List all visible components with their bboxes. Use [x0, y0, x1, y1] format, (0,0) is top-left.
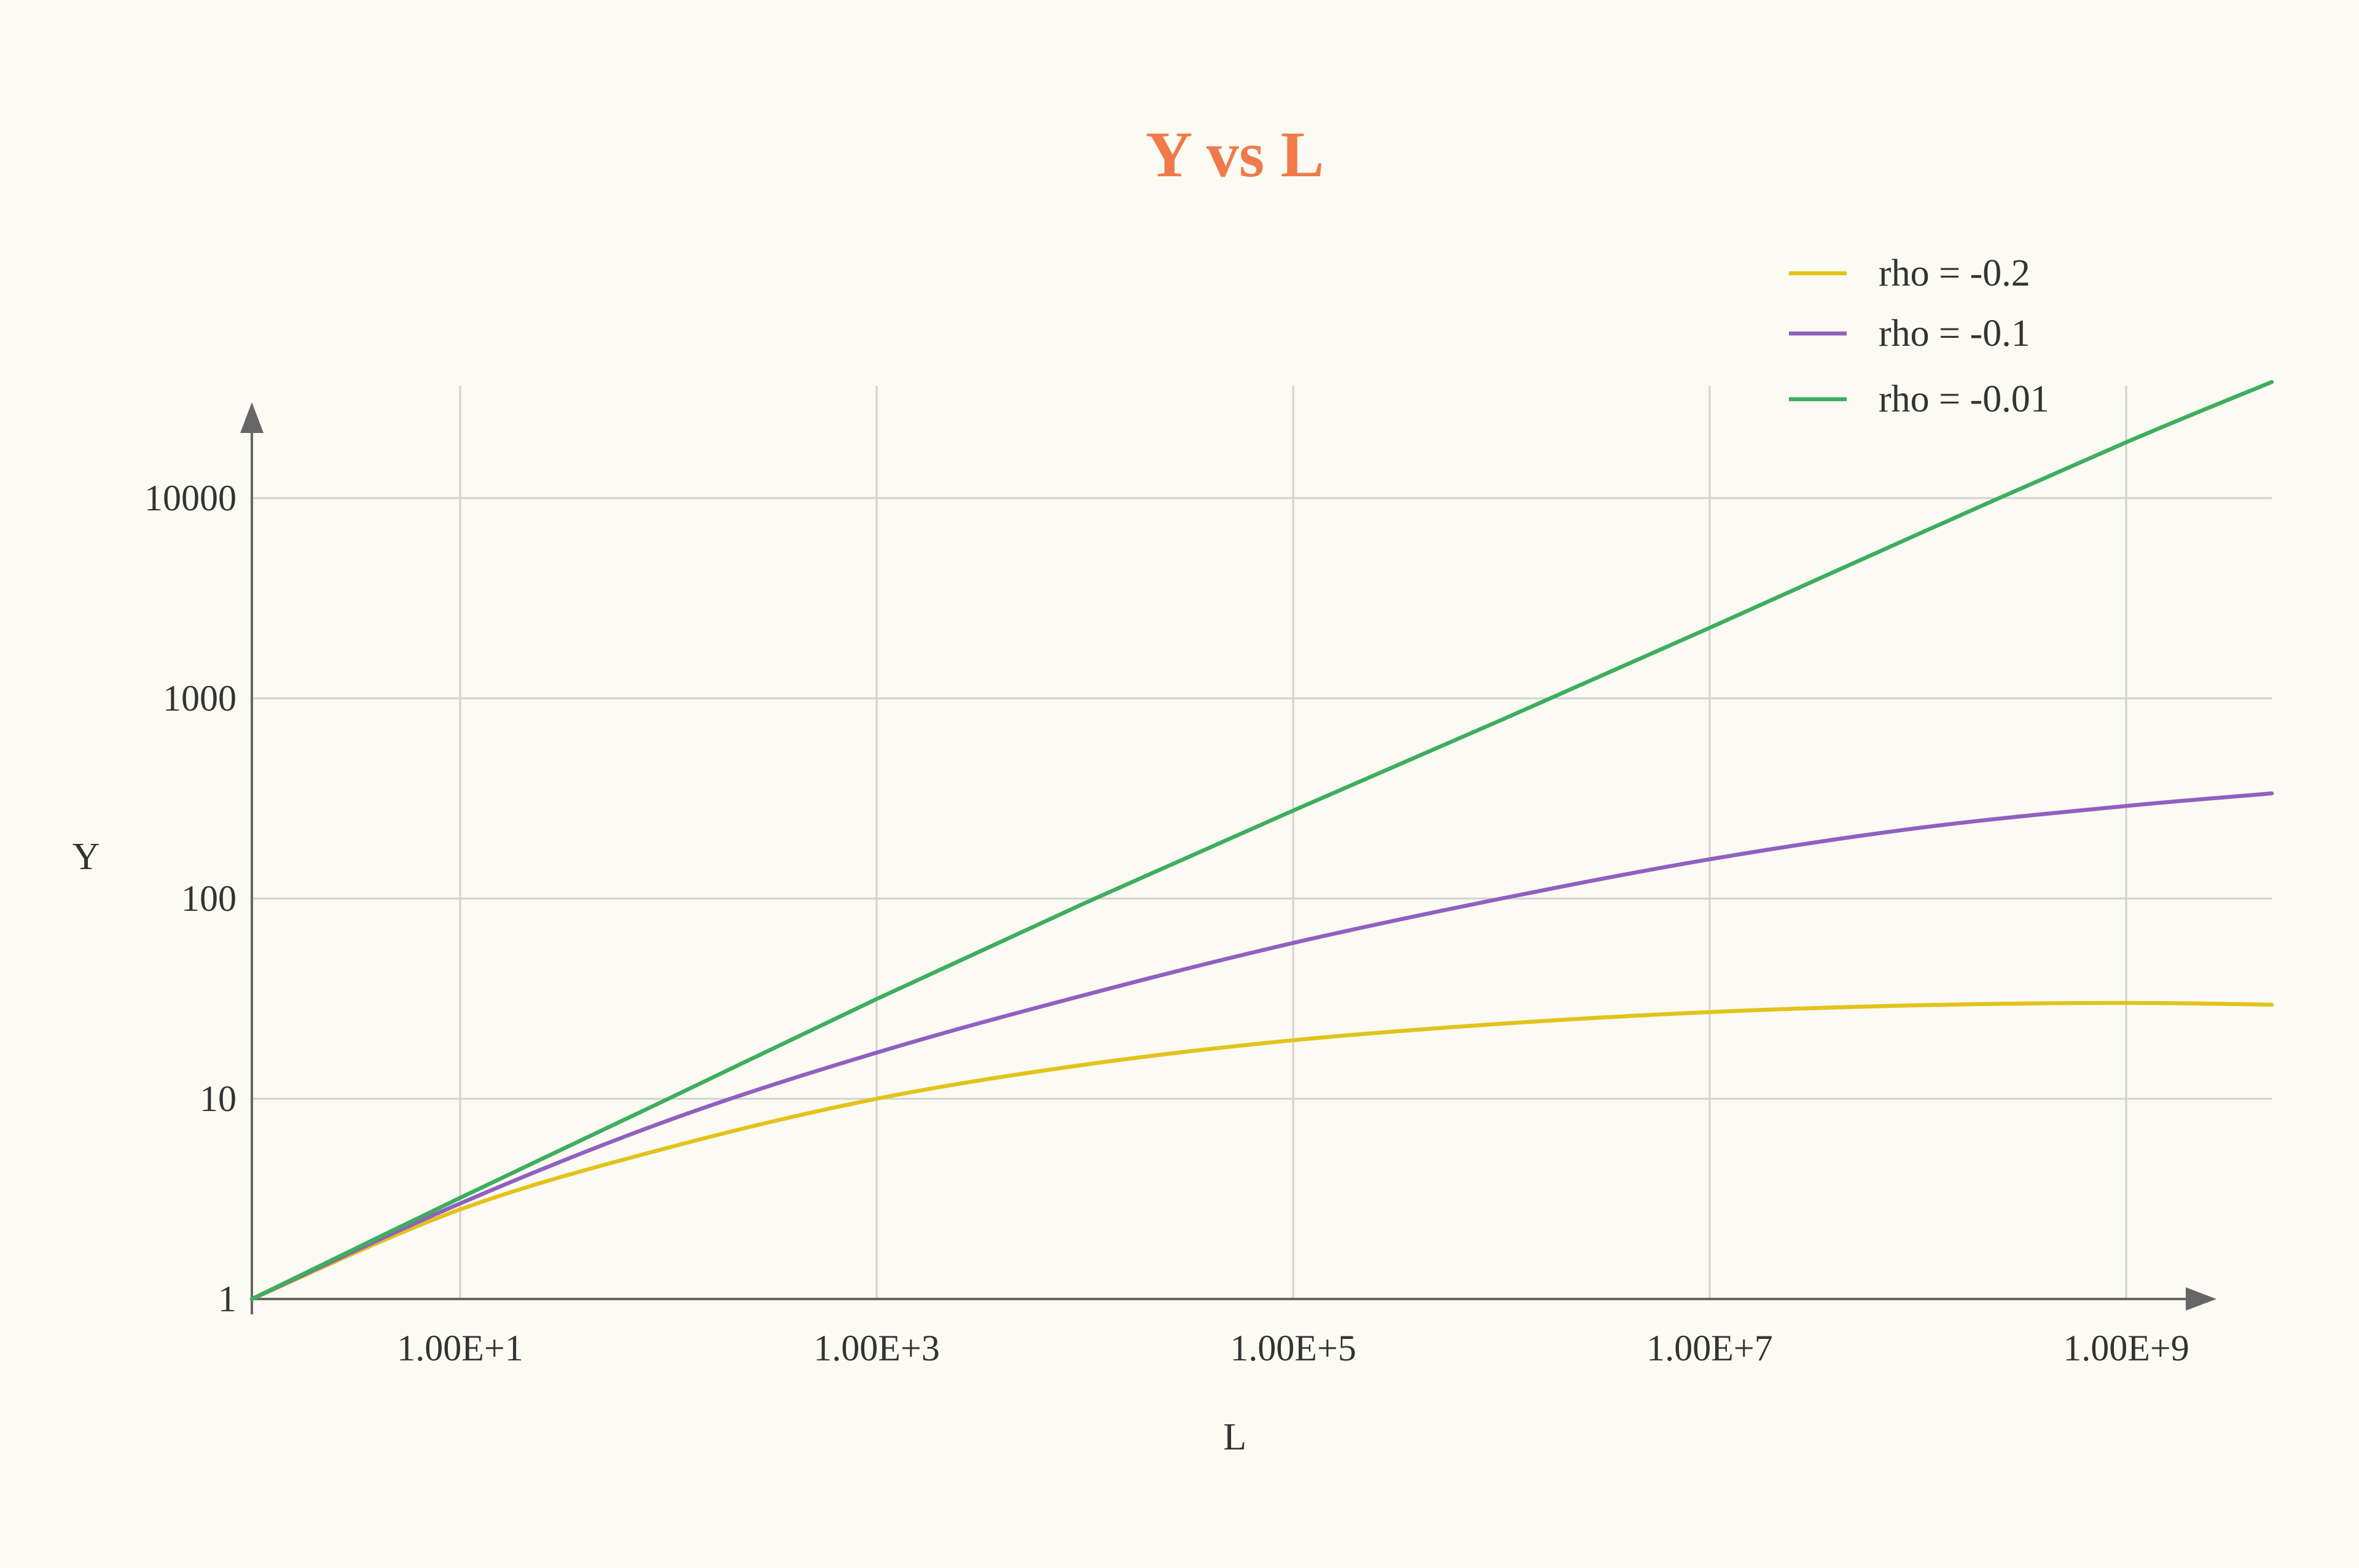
- x-tick-label: 1.00E+5: [1230, 1328, 1356, 1368]
- x-axis-arrow-icon: [2186, 1287, 2216, 1311]
- tick-labels: 1.00E+1 1.00E+3 1.00E+5 1.00E+7 1.00E+9 1 10 10…: [144, 478, 2189, 1368]
- y-tick-label: 100: [181, 878, 237, 919]
- legend: rho = -0.2 rho = -0.1 rho = -0.01: [1789, 252, 2049, 420]
- series-line-1: [249, 1000, 2274, 1301]
- x-tick-label: 1.00E+1: [397, 1328, 523, 1368]
- y-tick-label: 1: [218, 1279, 237, 1319]
- series-line-3: [249, 380, 2274, 1301]
- series-line-2: [249, 791, 2274, 1301]
- grid: [252, 386, 2272, 1299]
- y-tick-label: 10: [200, 1078, 237, 1119]
- legend-label-1: rho = -0.2: [1879, 252, 2030, 294]
- x-tick-label: 1.00E+3: [813, 1328, 940, 1368]
- y-tick-label: 10000: [144, 478, 237, 518]
- y-axis-arrow-icon: [240, 402, 264, 433]
- y-axis-label: Y: [72, 836, 100, 878]
- legend-label-3: rho = -0.01: [1879, 378, 2049, 420]
- legend-label-2: rho = -0.1: [1879, 313, 2030, 354]
- x-tick-label: 1.00E+9: [2063, 1328, 2189, 1368]
- x-axis-label: L: [1223, 1416, 1246, 1458]
- chart-title: Y vs L: [1146, 119, 1324, 190]
- axes: [240, 402, 2216, 1314]
- series: [249, 380, 2274, 1301]
- y-tick-label: 1000: [163, 678, 237, 719]
- x-tick-label: 1.00E+7: [1646, 1328, 1773, 1368]
